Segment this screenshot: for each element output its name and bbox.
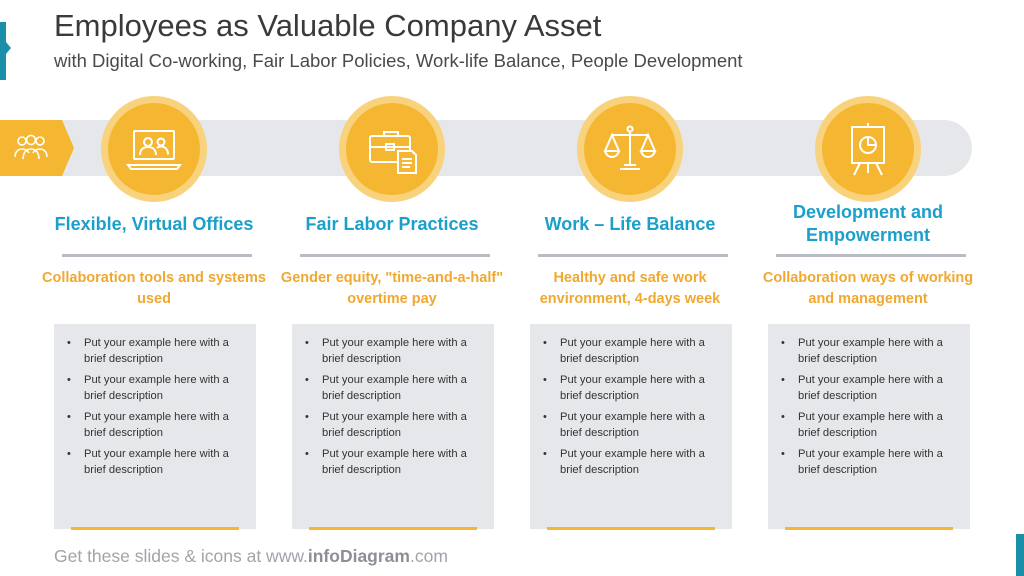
panel-accent-bar [547,527,715,530]
column-development: Development and Empowerment Collaboratio… [763,0,973,576]
heading-divider [62,254,252,257]
slide-subtitle: with Digital Co-working, Fair Labor Poli… [54,50,743,71]
heading-divider [776,254,966,257]
list-item: Put your example here with a brief descr… [543,373,710,404]
balance-scale-icon [603,125,657,170]
column-icon-circle [101,96,207,202]
column-icon-circle [577,96,683,202]
column-flexible-offices: Flexible, Virtual Offices Collaboration … [42,0,266,576]
track-badge [0,120,74,176]
list-item: Put your example here with a brief descr… [781,447,948,478]
column-subheading: Healthy and safe work environment, 4-day… [539,270,721,307]
toolbox-document-icon [369,131,417,174]
list-item: Put your example here with a brief descr… [67,373,234,404]
bullet-panel: Put your example here with a brief descr… [292,324,494,529]
column-subheading: Collaboration ways of working and manage… [762,270,974,307]
bullet-panel: Put your example here with a brief descr… [54,324,256,529]
list-item: Put your example here with a brief descr… [67,410,234,441]
column-heading: Development and Empowerment [792,202,944,245]
list-item: Put your example here with a brief descr… [543,336,710,367]
column-icon-circle [815,96,921,202]
footer-brand: infoDiagram [307,546,410,566]
presentation-board-icon [851,123,885,176]
laptop-video-call-icon [126,130,182,170]
list-item: Put your example here with a brief descr… [305,336,472,367]
list-item: Put your example here with a brief descr… [543,410,710,441]
right-edge-accent [1016,534,1024,576]
list-item: Put your example here with a brief descr… [781,373,948,404]
column-heading: Work – Life Balance [544,213,716,234]
heading-divider [300,254,490,257]
panel-accent-bar [71,527,239,530]
list-item: Put your example here with a brief descr… [67,447,234,478]
column-heading: Fair Labor Practices [305,213,479,234]
column-subheading: Collaboration tools and systems used [42,270,266,307]
panel-accent-bar [785,527,953,530]
list-item: Put your example here with a brief descr… [305,373,472,404]
footer-prefix: Get these slides & icons at www. [54,546,308,566]
list-item: Put your example here with a brief descr… [781,336,948,367]
list-item: Put your example here with a brief descr… [305,447,472,478]
people-group-icon [14,134,48,160]
column-fair-labor: Fair Labor Practices Gender equity, "tim… [281,0,503,576]
list-item: Put your example here with a brief descr… [67,336,234,367]
footer-credit[interactable]: Get these slides & icons at www.infoDiag… [54,546,448,567]
panel-accent-bar [309,527,477,530]
column-heading: Flexible, Virtual Offices [54,213,254,234]
list-item: Put your example here with a brief descr… [781,410,948,441]
column-work-life-balance: Work – Life Balance Healthy and safe wor… [530,0,732,576]
list-item: Put your example here with a brief descr… [543,447,710,478]
bullet-panel: Put your example here with a brief descr… [530,324,732,529]
heading-divider [538,254,728,257]
bullet-panel: Put your example here with a brief descr… [768,324,970,529]
footer-suffix: .com [409,546,448,566]
column-subheading: Gender equity, "time-and-a-half" overtim… [280,270,504,307]
column-icon-circle [339,96,445,202]
list-item: Put your example here with a brief descr… [305,410,472,441]
left-edge-accent [0,22,11,80]
slide-title: Employees as Valuable Company Asset [54,8,602,43]
